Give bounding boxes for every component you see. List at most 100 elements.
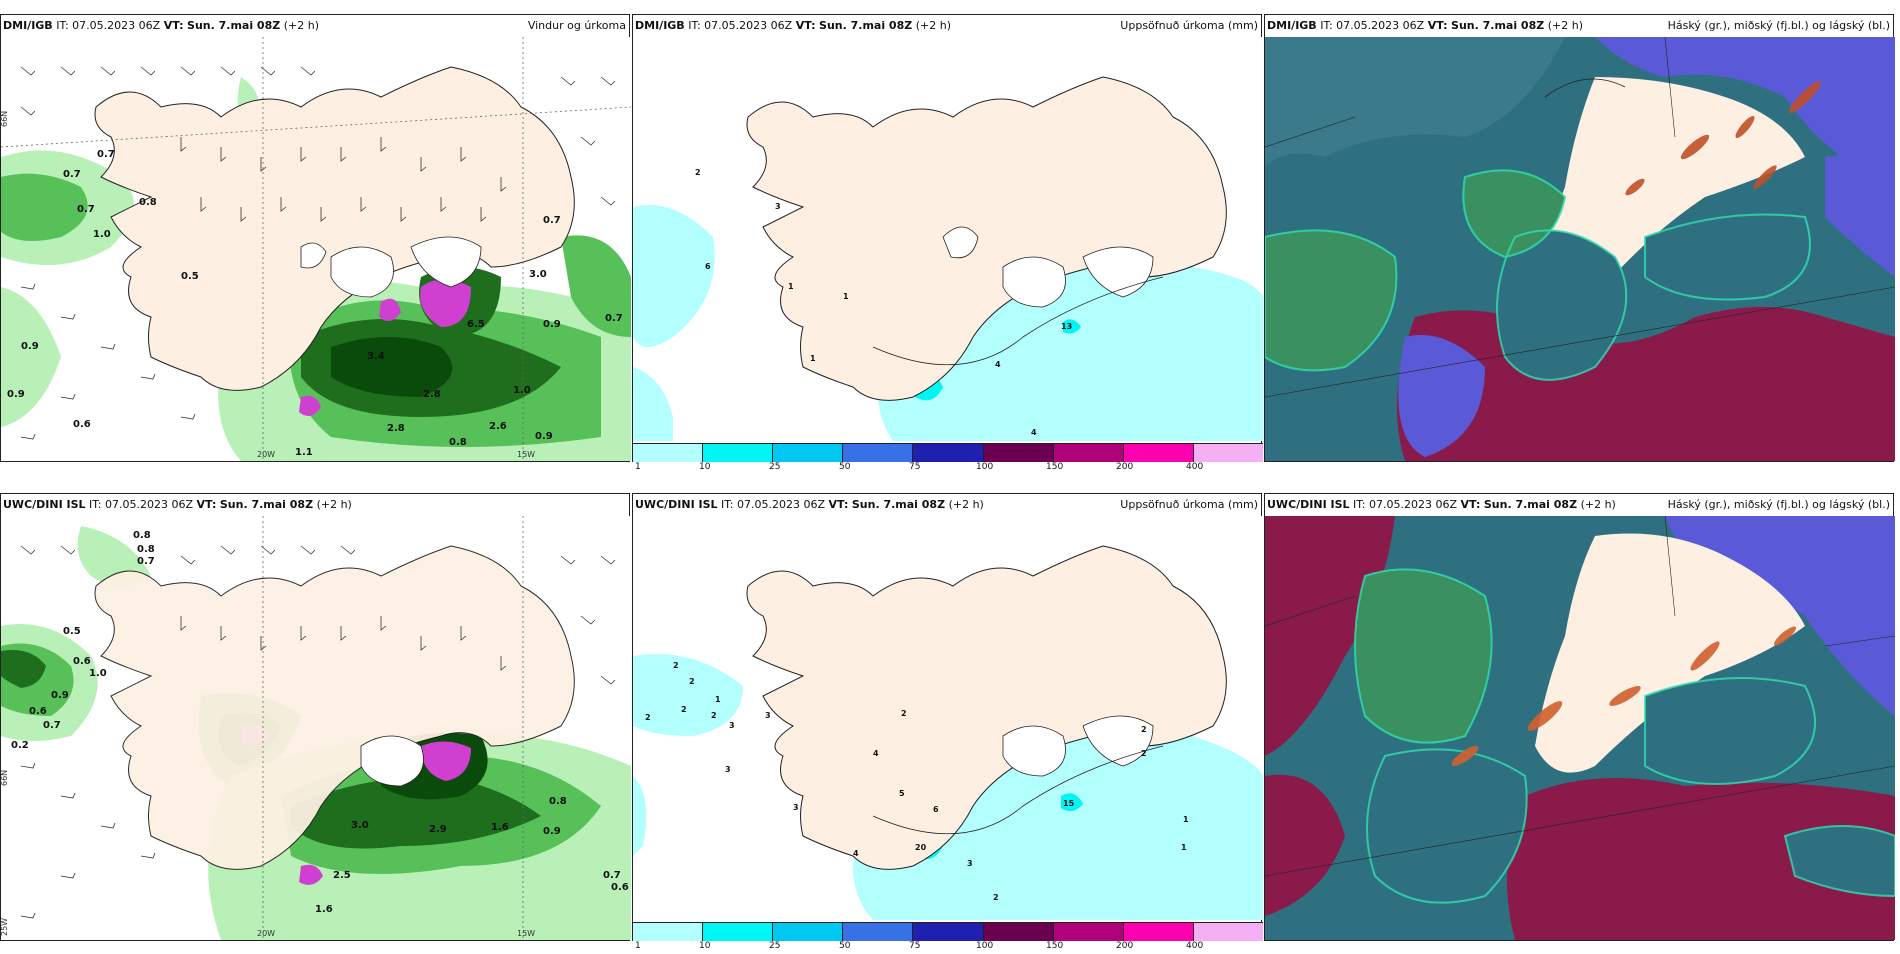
svg-text:0.9: 0.9 [21, 341, 39, 352]
colorbar-segment [913, 923, 984, 941]
wind-precip-map: 66N 20W 15W 0.7 0.7 0.7 0.8 1.0 0.5 0.7 … [1, 37, 631, 461]
svg-text:3: 3 [793, 803, 799, 812]
valid-time: Sun. 7.mai 08Z [819, 19, 913, 32]
lead-time: (+2 h) [283, 19, 319, 32]
svg-text:0.8: 0.8 [139, 197, 157, 208]
model-name: UWC/DINI ISL [635, 498, 718, 511]
svg-text:1: 1 [810, 354, 816, 363]
map-area[interactable]: 66N 25W 20W 15W 0.8 0.8 0.7 0.5 0.6 1.0 … [1, 516, 631, 940]
svg-text:2: 2 [689, 677, 695, 686]
vt-label: VT: [828, 498, 849, 511]
panel-header: DMI/IGB IT: 07.05.2023 06Z VT: Sun. 7.ma… [1, 15, 629, 37]
svg-text:4: 4 [995, 360, 1001, 369]
svg-text:2: 2 [1141, 749, 1147, 758]
svg-text:25W: 25W [1, 918, 9, 936]
svg-text:1: 1 [1181, 843, 1187, 852]
svg-text:3.0: 3.0 [529, 269, 547, 280]
svg-text:2.8: 2.8 [423, 389, 441, 400]
svg-text:6: 6 [705, 262, 711, 271]
svg-text:2: 2 [1141, 725, 1147, 734]
colorbar-segment [1053, 444, 1124, 462]
svg-text:0.5: 0.5 [63, 626, 81, 637]
lead-time: (+2 h) [1547, 19, 1583, 32]
svg-text:1: 1 [715, 695, 721, 704]
model-name: UWC/DINI ISL [1267, 498, 1350, 511]
colorbar-segment [633, 923, 704, 941]
it-label: IT: [89, 498, 102, 511]
svg-text:1: 1 [1183, 815, 1189, 824]
cloud-map [1265, 516, 1895, 940]
lon-label-20w: 20W [257, 450, 275, 459]
svg-text:2: 2 [645, 713, 651, 722]
svg-text:0.6: 0.6 [73, 419, 91, 430]
valid-time: Sun. 7.mai 08Z [851, 498, 946, 511]
valid-time: Sun. 7.mai 08Z [1483, 498, 1578, 511]
svg-text:1.1: 1.1 [295, 447, 313, 458]
map-area[interactable]: 66N 20W 15W 0.7 0.7 0.7 0.8 1.0 0.5 0.7 … [1, 37, 631, 461]
map-area[interactable] [1265, 516, 1895, 940]
accum-value-labels: 2 2 2 2 1 2 3 3 4 2 3 3 5 6 4 20 3 2 1 1 [645, 661, 1189, 902]
vt-label: VT: [163, 19, 184, 32]
svg-text:0.6: 0.6 [611, 882, 629, 893]
svg-text:2: 2 [901, 709, 907, 718]
it-label: IT: [1320, 19, 1333, 32]
product-title: Vindur og úrkoma [527, 19, 626, 32]
svg-text:1.6: 1.6 [491, 822, 509, 833]
svg-text:0.8: 0.8 [549, 796, 567, 807]
svg-text:20: 20 [915, 843, 927, 852]
cloud-map [1265, 37, 1895, 461]
panel-header: DMI/IGB IT: 07.05.2023 06Z VT: Sun. 7.ma… [633, 15, 1261, 37]
colorbar-segment [1123, 923, 1194, 941]
svg-text:0.7: 0.7 [543, 215, 561, 226]
valid-time: Sun. 7.mai 08Z [219, 498, 314, 511]
map-area[interactable]: 2 2 2 2 1 2 3 3 4 2 3 3 5 6 4 20 3 2 1 1 [633, 516, 1263, 920]
model-name: DMI/IGB [1267, 19, 1317, 32]
svg-text:2.9: 2.9 [429, 824, 447, 835]
colorbar-segment [983, 444, 1054, 462]
svg-text:3: 3 [729, 721, 735, 730]
product-title: Uppsöfnuð úrkoma (mm) [1120, 498, 1258, 511]
product-title: Háský (gr.), miðský (fj.bl.) og lágský (… [1667, 19, 1890, 32]
panel-bottom-cloud: UWC/DINI ISL IT: 07.05.2023 06Z VT: Sun.… [1264, 493, 1895, 941]
svg-text:0.7: 0.7 [97, 149, 115, 160]
svg-text:20W: 20W [257, 929, 275, 938]
svg-text:4: 4 [853, 849, 859, 858]
lead-time: (+2 h) [1580, 498, 1616, 511]
product-title: Háský (gr.), miðský (fj.bl.) og lágský (… [1667, 498, 1890, 511]
vt-label: VT: [196, 498, 217, 511]
svg-text:1.0: 1.0 [93, 229, 111, 240]
svg-text:6: 6 [933, 805, 939, 814]
svg-text:1.0: 1.0 [513, 385, 531, 396]
panel-header: DMI/IGB IT: 07.05.2023 06Z VT: Sun. 7.ma… [1265, 15, 1893, 37]
map-area[interactable] [1265, 37, 1895, 461]
panel-header: UWC/DINI ISL IT: 07.05.2023 06Z VT: Sun.… [1265, 494, 1893, 516]
init-time: 07.05.2023 06Z [1336, 19, 1425, 32]
svg-text:0.8: 0.8 [137, 544, 155, 555]
it-label: IT: [1353, 498, 1366, 511]
panel-top-wind: DMI/IGB IT: 07.05.2023 06Z VT: Sun. 7.ma… [0, 14, 631, 462]
vt-label: VT: [1427, 19, 1448, 32]
colorbar-segment [1123, 444, 1194, 462]
valid-time: Sun. 7.mai 08Z [187, 19, 281, 32]
vt-label: VT: [1460, 498, 1481, 511]
svg-text:0.9: 0.9 [7, 389, 25, 400]
accum-precip-map: 2 3 6 1 1 1 4 13 4 [633, 37, 1263, 441]
colorbar-labels: 1 10 25 50 75 100 150 200 400 [635, 462, 1204, 472]
svg-text:0.9: 0.9 [535, 431, 553, 442]
colorbar-segment [913, 444, 984, 462]
svg-text:1: 1 [843, 292, 849, 301]
precip-value-labels: 0.8 0.8 0.7 0.5 0.6 1.0 0.9 0.6 0.7 0.2 … [11, 530, 629, 915]
svg-text:1: 1 [788, 282, 794, 291]
svg-text:3: 3 [775, 202, 781, 211]
svg-text:5: 5 [899, 789, 905, 798]
svg-text:2.5: 2.5 [333, 870, 351, 881]
svg-text:4: 4 [1031, 428, 1037, 437]
model-name: DMI/IGB [3, 19, 53, 32]
svg-text:4: 4 [873, 749, 879, 758]
colorbar-segment [1053, 923, 1124, 941]
colorbar-labels: 1 10 25 50 75 100 150 200 400 [635, 941, 1204, 951]
map-area[interactable]: 2 3 6 1 1 1 4 13 4 [633, 37, 1263, 441]
lead-time: (+2 h) [948, 498, 984, 511]
svg-text:0.8: 0.8 [133, 530, 151, 541]
svg-text:15: 15 [1063, 799, 1075, 808]
